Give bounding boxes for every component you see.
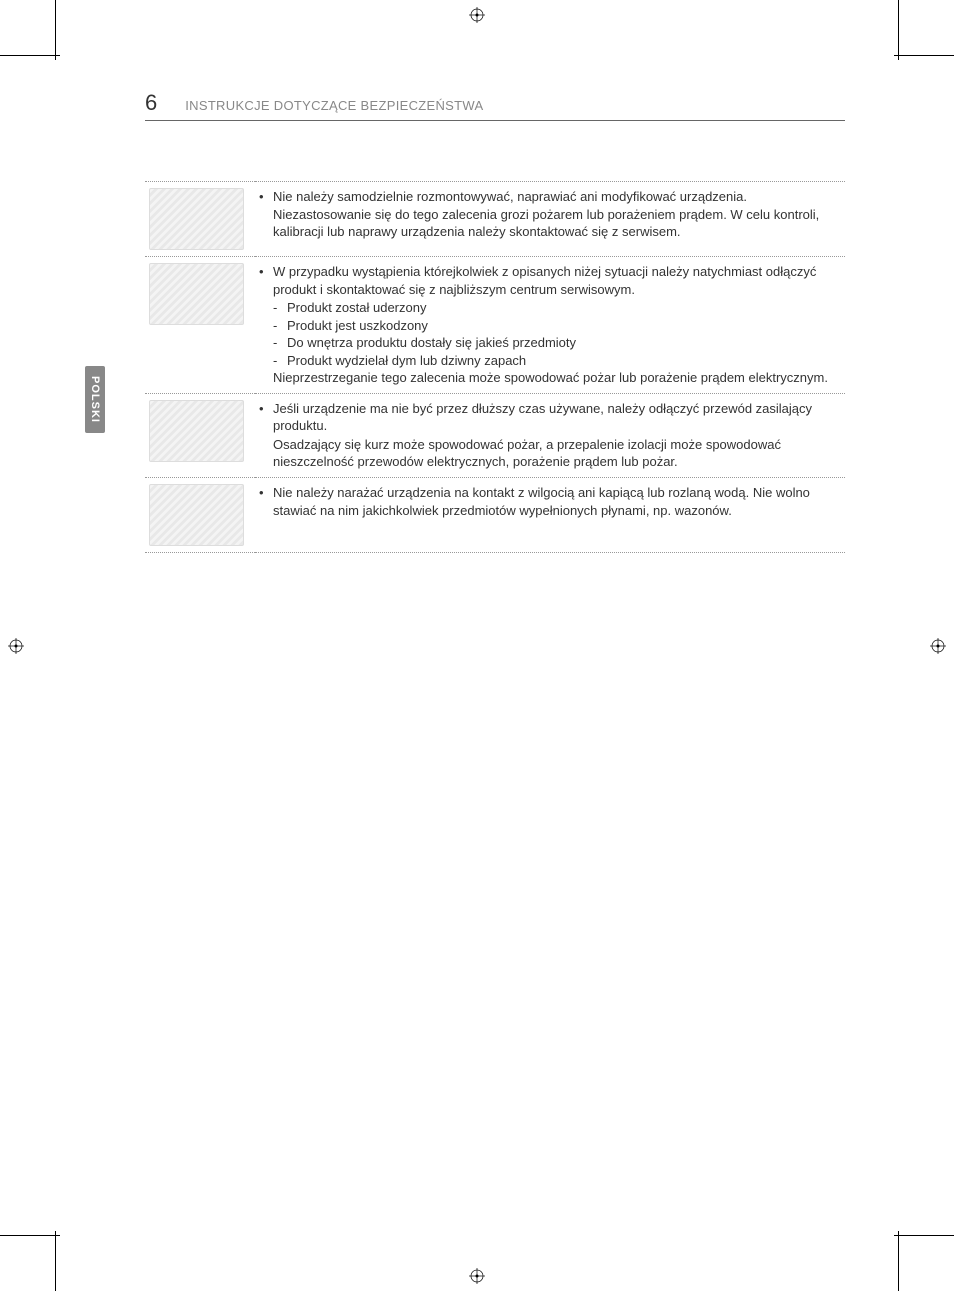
crop-mark-icon [898,0,899,60]
illustration-cell [145,478,255,553]
page-header: 6 INSTRUKCJE DOTYCZĄCE BEZPIECZEŃSTWA [145,90,845,121]
crop-mark-icon [894,1235,954,1236]
instruction-body: Jeśli urządzenie ma nie być przez dłuższ… [273,400,841,435]
bullet-icon: • [259,400,273,435]
illustration-cell [145,393,255,477]
instruction-lead: W przypadku wystąpienia którejkolwiek z … [273,263,841,298]
instruction-tail: Osadzający się kurz może spowodować poża… [259,436,841,471]
registration-mark-icon [469,1268,485,1284]
sub-item: -Produkt wydzielał dym lub dziwny zapach [259,352,841,370]
bullet-icon: • [259,188,273,241]
crop-mark-icon [55,0,56,60]
sub-item: -Produkt został uderzony [259,299,841,317]
instruction-text: • Nie należy narażać urządzenia na konta… [255,478,845,553]
illustration-cell [145,182,255,257]
crop-mark-icon [898,1231,899,1291]
sub-item: -Do wnętrza produktu dostały się jakieś … [259,334,841,352]
crop-mark-icon [0,55,60,56]
safety-instructions-table: • Nie należy samodzielnie rozmontowywać,… [145,181,845,553]
illustration-icon [149,188,244,250]
sub-item: -Produkt jest uszkodzony [259,317,841,335]
crop-mark-icon [894,55,954,56]
page-number: 6 [145,90,157,116]
table-row: • Nie należy samodzielnie rozmontowywać,… [145,182,845,257]
bullet-icon: • [259,263,273,298]
crop-mark-icon [55,1231,56,1291]
instruction-body: Nie należy narażać urządzenia na kontakt… [273,484,841,519]
crop-mark-icon [0,1235,60,1236]
illustration-cell [145,257,255,394]
instruction-body: Nie należy samodzielnie rozmontowywać, n… [273,188,841,241]
table-row: • Jeśli urządzenie ma nie być przez dłuż… [145,393,845,477]
instruction-tail: Nieprzestrzeganie tego zalecenia może sp… [259,369,841,387]
table-row: • Nie należy narażać urządzenia na konta… [145,478,845,553]
registration-mark-icon [930,638,946,654]
illustration-icon [149,400,244,462]
registration-mark-icon [469,7,485,23]
instruction-text: • W przypadku wystąpienia którejkolwiek … [255,257,845,394]
illustration-icon [149,263,244,325]
table-row: • W przypadku wystąpienia którejkolwiek … [145,257,845,394]
instruction-text: • Jeśli urządzenie ma nie być przez dłuż… [255,393,845,477]
language-tab: POLSKI [85,366,105,433]
registration-mark-icon [8,638,24,654]
instruction-text: • Nie należy samodzielnie rozmontowywać,… [255,182,845,257]
page-content: POLSKI 6 INSTRUKCJE DOTYCZĄCE BEZPIECZEŃ… [145,90,845,553]
illustration-icon [149,484,244,546]
header-title: INSTRUKCJE DOTYCZĄCE BEZPIECZEŃSTWA [185,98,483,113]
bullet-icon: • [259,484,273,519]
